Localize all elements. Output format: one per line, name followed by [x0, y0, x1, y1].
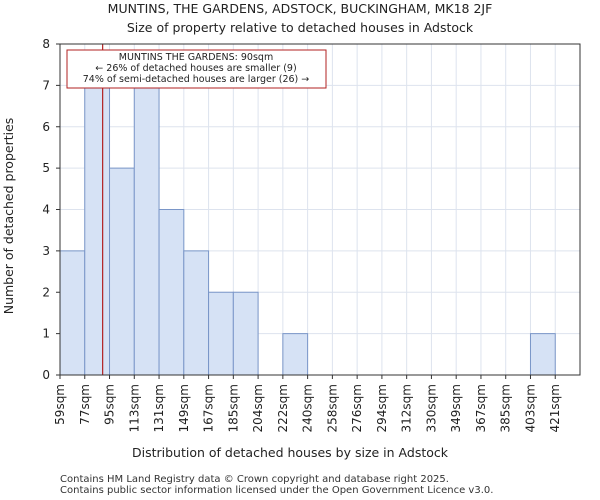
x-tick-label: 131sqm [152, 384, 166, 432]
x-tick-label: 403sqm [523, 384, 537, 432]
annotation-line-1: MUNTINS THE GARDENS: 90sqm [119, 52, 273, 63]
bar-77sqm [84, 84, 111, 376]
bar-222sqm [282, 333, 309, 376]
x-tick-label: 349sqm [449, 384, 463, 432]
x-tick-label: 258sqm [325, 384, 339, 432]
x-axis-label: Distribution of detached houses by size … [132, 445, 449, 460]
x-ticks: 59sqm 77sqm 95sqm 113sqm 131sqm 149sqm 167sqm 1… [53, 375, 562, 432]
chart-subtitle: Size of property relative to detached ho… [127, 20, 474, 35]
y-tick-label: 1 [42, 327, 50, 341]
bar-95sqm [109, 167, 135, 376]
x-tick-label: 421sqm [548, 384, 562, 432]
x-tick-label: 367sqm [474, 384, 488, 432]
bar-113sqm [133, 84, 160, 376]
y-tick-label: 4 [42, 203, 50, 217]
annotation-box: MUNTINS THE GARDENS: 90sqm ← 26% of deta… [66, 49, 327, 89]
x-tick-label: 185sqm [226, 384, 240, 432]
bar-59sqm [59, 250, 86, 376]
annotation-frame [66, 49, 327, 89]
x-tick-label: 95sqm [103, 384, 117, 425]
y-ticks: 0 1 2 3 4 5 6 7 8 [42, 37, 60, 382]
footer-line-1: Contains HM Land Registry data © Crown c… [60, 474, 449, 485]
x-tick-label: 312sqm [400, 384, 414, 432]
y-tick-label: 7 [42, 78, 50, 92]
bar-149sqm [183, 250, 210, 376]
x-tick-label: 77sqm [78, 384, 92, 425]
x-tick-label: 330sqm [424, 384, 438, 432]
bar-167sqm [208, 291, 234, 376]
x-tick-label: 59sqm [53, 384, 67, 425]
x-tick-label: 385sqm [499, 384, 513, 432]
x-tick-label: 149sqm [177, 384, 191, 432]
x-tick-label: 294sqm [375, 384, 389, 432]
y-tick-label: 8 [42, 37, 50, 51]
y-tick-label: 2 [42, 285, 50, 299]
x-tick-label: 222sqm [276, 384, 290, 432]
bar-185sqm [232, 291, 259, 376]
grid [60, 44, 580, 375]
annotation-line-3: 74% of semi-detached houses are larger (… [83, 74, 310, 85]
y-tick-label: 3 [42, 244, 50, 258]
x-tick-label: 204sqm [251, 384, 265, 432]
x-tick-label: 240sqm [301, 384, 315, 432]
y-tick-label: 0 [42, 368, 50, 382]
bar-403sqm [529, 333, 556, 376]
y-axis-label: Number of detached properties [1, 118, 16, 315]
x-tick-label: 113sqm [127, 384, 141, 432]
y-tick-label: 6 [42, 120, 50, 134]
footer-line-2: Contains public sector information licen… [60, 485, 493, 496]
annotation-line-2: ← 26% of detached houses are smaller (9) [95, 63, 296, 74]
chart-title: MUNTINS, THE GARDENS, ADSTOCK, BUCKINGHA… [108, 1, 493, 16]
bars [59, 84, 556, 376]
x-tick-label: 276sqm [350, 384, 364, 432]
x-tick-label: 167sqm [202, 384, 216, 432]
bar-131sqm [158, 209, 185, 376]
y-tick-label: 5 [42, 161, 50, 175]
